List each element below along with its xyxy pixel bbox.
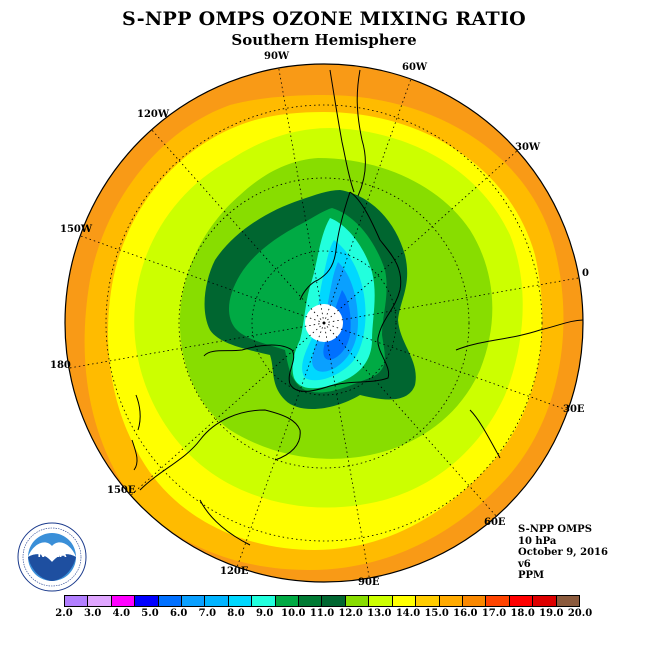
product-name: S-NPP OMPS [518,524,592,535]
observation-date: October 9, 2016 [518,547,608,558]
lon-label-0: 0 [582,268,589,279]
lon-label-150e: 150E [107,485,136,496]
lon-label-90w: 90W [264,51,290,62]
colorbar-swatch [369,596,393,606]
coastlines [131,69,583,546]
colorbar-tick-label: 12.0 [338,608,363,619]
colorbar-tick-label: 4.0 [112,608,131,619]
colorbar-swatch [533,596,557,606]
colorbar-swatch [111,596,136,606]
page-subtitle: Southern Hemisphere [231,31,417,49]
colorbar-tick-label: 17.0 [481,608,507,619]
colorbar-swatch [439,596,463,606]
colorbar-tick-label: 8.0 [227,608,245,619]
colorbar-labels: 2.0 3.0 4.0 5.0 6.0 7.0 8.0 9.0 10.0 11.0 12.0 13.0… [0,608,648,622]
page-title: S-NPP OMPS OZONE MIXING RATIO [121,8,527,30]
svg-text:NOAA: NOAA [38,550,67,560]
colorbar-swatch [135,596,159,606]
lon-label-30w: 30W [515,142,541,153]
pressure-level: 10 hPa [518,535,557,547]
lon-label-60w: 60W [402,62,428,73]
new-zealand-coast [131,394,141,471]
colorbar-tick-label: 19.0 [539,608,564,619]
lon-label-150w: 150W [60,224,93,235]
colorbar-swatch [65,596,89,606]
colorbar-swatch [252,596,276,606]
colorbar-swatch [275,596,300,606]
colorbar-tick-label: 20.0 [567,608,593,619]
colorbar-swatch [322,596,346,606]
colorbar-swatch [158,596,183,606]
colorbar-tick-label: 13.0 [367,608,392,619]
data-version: v6 [518,558,531,570]
colorbar-swatch [299,596,323,606]
colorbar-swatch [205,596,229,606]
latitude-circles [105,104,543,542]
lon-label-120e: 120E [220,566,249,577]
colorbar-tick-label: 16.0 [453,608,478,619]
colorbar-tick-label: 3.0 [83,608,102,619]
colorbar-swatch [486,596,510,606]
antarctica-coast [203,191,402,392]
colorbar-swatch [228,596,253,606]
colorbar-tick-label: 18.0 [510,608,535,619]
colorbar-swatch [392,596,417,606]
meridians [65,64,583,582]
colorbar-tick-label: 2.0 [55,608,73,619]
colorbar-swatch [556,596,579,606]
map-border [64,63,584,583]
lon-label-60e: 60E [484,517,506,528]
noaa-logo: NOAA [17,522,87,592]
colorbar-tick-label: 15.0 [424,608,449,619]
south-america-coast [329,69,366,197]
colorbar-tick-label: 9.0 [255,608,274,619]
colorbar-tick-label: 5.0 [141,608,159,619]
colorbar-tick-label: 10.0 [281,608,306,619]
lon-label-30e: 30E [563,404,585,415]
colorbar-tick-label: 11.0 [309,608,335,619]
colorbar-tick-label: 6.0 [169,608,188,619]
lon-label-180: 180 [50,360,71,371]
lon-label-90e: 90E [358,577,380,588]
product-info: S-NPP OMPS 10 hPa October 9, 2016 v6 PPM [518,524,608,582]
colorbar-swatch [88,596,112,606]
lon-label-120w: 120W [137,109,170,120]
australia-coast [139,409,301,546]
colorbar-swatch [509,596,534,606]
colorbar-swatch [345,596,370,606]
colorbar-swatch [416,596,440,606]
units-label: PPM [518,570,545,581]
colorbar-tick-label: 14.0 [395,608,421,619]
colorbar-tick-label: 7.0 [198,608,217,619]
colorbar [64,595,580,607]
africa-coast [455,319,583,459]
ozone-field [65,64,583,582]
colorbar-swatch [182,596,206,606]
colorbar-swatch [462,596,487,606]
